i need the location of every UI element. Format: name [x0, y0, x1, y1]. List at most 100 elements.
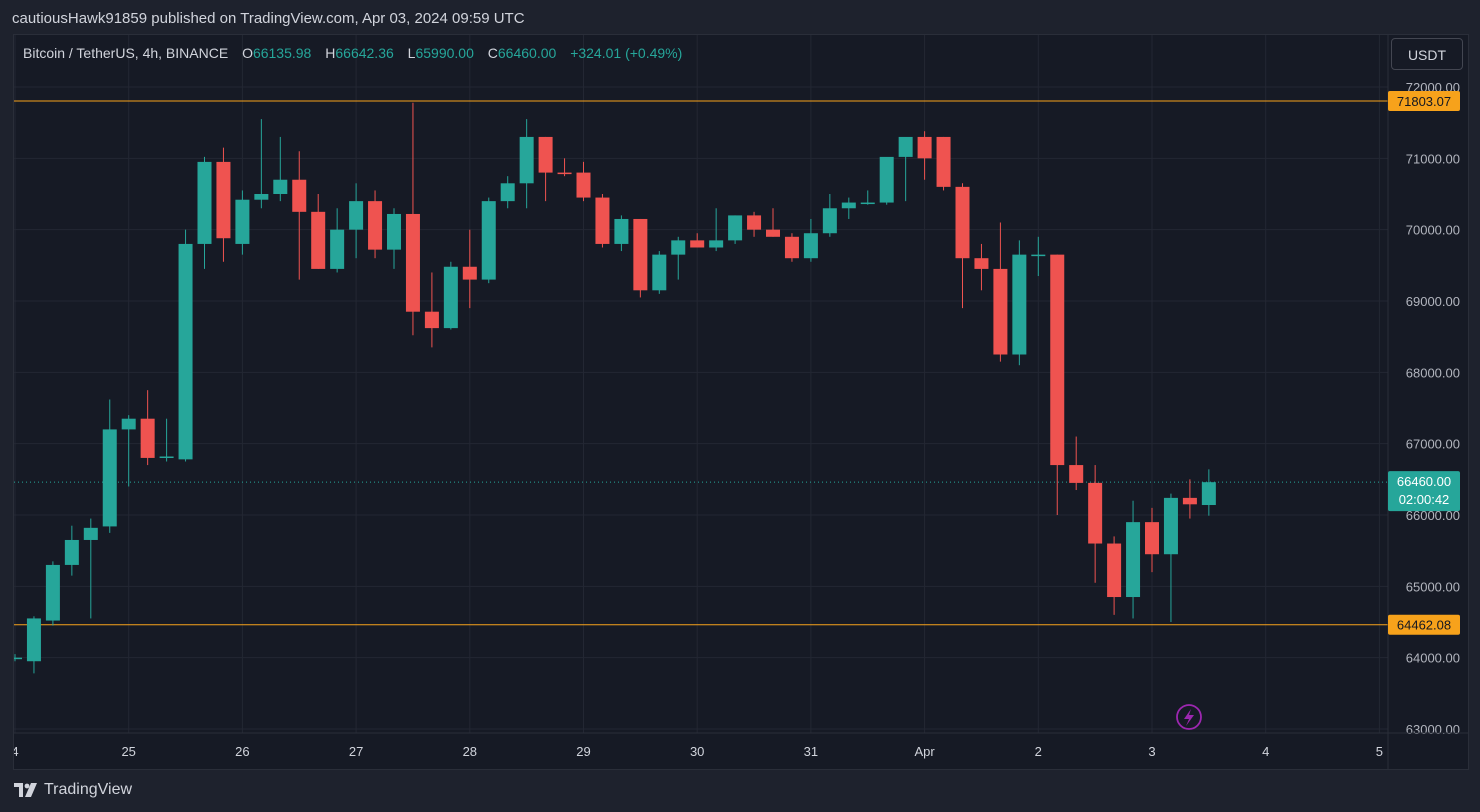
high-label: H: [325, 45, 336, 61]
candlestick-chart[interactable]: 63000.00 64000.00 65000.00 66000.00 67000.00…: [14, 35, 1468, 769]
candle[interactable]: [860, 190, 875, 205]
candle[interactable]: [1031, 236, 1046, 277]
candle[interactable]: [898, 136, 913, 202]
candle[interactable]: [292, 151, 307, 280]
candle[interactable]: [368, 190, 383, 259]
candle[interactable]: [576, 161, 591, 202]
candle[interactable]: [1126, 500, 1141, 619]
candle[interactable]: [955, 183, 970, 309]
candle-body: [1107, 543, 1122, 598]
candle[interactable]: [1107, 536, 1122, 615]
candle[interactable]: [387, 208, 401, 269]
candle[interactable]: [1069, 436, 1084, 491]
candle-body: [349, 201, 364, 230]
candle-body: [1163, 497, 1178, 555]
candle[interactable]: [500, 176, 515, 209]
candle-body: [1088, 482, 1103, 544]
candle[interactable]: [936, 136, 951, 191]
candle[interactable]: [462, 229, 477, 309]
symbol-name[interactable]: Bitcoin / TetherUS, 4h, BINANCE: [23, 45, 229, 61]
candle[interactable]: [538, 136, 553, 202]
chart-frame[interactable]: 63000.00 64000.00 65000.00 66000.00 67000.00…: [13, 34, 1469, 770]
candle-body: [121, 418, 136, 430]
candle[interactable]: [424, 272, 439, 348]
candle[interactable]: [1201, 469, 1216, 516]
candle[interactable]: [349, 183, 364, 259]
grid: [14, 35, 1388, 733]
candle[interactable]: [330, 208, 345, 273]
candle[interactable]: [690, 233, 705, 248]
x-tick-label: 3: [1148, 744, 1155, 759]
candle[interactable]: [102, 399, 117, 533]
candle-body: [481, 201, 496, 280]
candle[interactable]: [1050, 254, 1065, 515]
x-tick-label: 4: [1262, 744, 1269, 759]
candle[interactable]: [14, 654, 22, 662]
candle[interactable]: [917, 131, 932, 180]
candle[interactable]: [1145, 507, 1159, 573]
candle-body: [1145, 522, 1159, 555]
candle-body: [728, 215, 743, 241]
candle-body: [197, 161, 212, 244]
level-label-resistance: 71803.07: [1397, 94, 1451, 109]
y-tick-label: 69000.00: [1406, 294, 1460, 309]
low-value: 65990.00: [415, 45, 474, 61]
candle[interactable]: [841, 197, 856, 219]
candle[interactable]: [405, 102, 420, 336]
candle-body: [917, 136, 932, 159]
candle[interactable]: [83, 518, 98, 619]
candle[interactable]: [728, 215, 743, 244]
candle[interactable]: [254, 119, 269, 209]
candle[interactable]: [197, 156, 212, 269]
candle[interactable]: [993, 222, 1008, 362]
candle-body: [690, 240, 705, 248]
candle[interactable]: [1182, 479, 1197, 519]
candle[interactable]: [784, 233, 799, 262]
candle[interactable]: [822, 194, 837, 237]
candle[interactable]: [766, 208, 780, 237]
candle-body: [405, 213, 420, 312]
candle[interactable]: [595, 194, 610, 248]
candle[interactable]: [140, 390, 155, 466]
publish-header: cautiousHawk91859 published on TradingVi…: [12, 10, 525, 27]
candle[interactable]: [633, 218, 648, 298]
low-label: L: [407, 45, 416, 61]
candle-body: [1012, 254, 1027, 355]
candle[interactable]: [1088, 465, 1103, 583]
candle[interactable]: [879, 156, 894, 205]
candle[interactable]: [481, 197, 496, 284]
x-tick-label: 25: [121, 744, 135, 759]
candle[interactable]: [652, 251, 667, 294]
candle[interactable]: [803, 218, 818, 262]
x-tick-label: 2: [1035, 744, 1042, 759]
candle[interactable]: [747, 211, 762, 237]
lightning-icon[interactable]: [1176, 704, 1202, 730]
candle[interactable]: [121, 415, 136, 487]
candle[interactable]: [671, 236, 686, 280]
candle-body: [26, 618, 41, 662]
candle[interactable]: [178, 229, 193, 462]
tradingview-logo[interactable]: TradingView: [14, 781, 132, 799]
candle[interactable]: [159, 418, 174, 462]
candle[interactable]: [1012, 240, 1027, 366]
candle[interactable]: [311, 194, 326, 269]
candle[interactable]: [519, 119, 534, 209]
candle[interactable]: [216, 147, 231, 262]
high-value: 66642.36: [335, 45, 394, 61]
candle[interactable]: [974, 243, 989, 291]
candle[interactable]: [26, 616, 41, 674]
candle[interactable]: [235, 190, 250, 255]
candle-body: [254, 194, 269, 200]
candle[interactable]: [557, 158, 572, 177]
candle-body: [159, 456, 174, 459]
candle[interactable]: [45, 561, 60, 626]
candle[interactable]: [709, 208, 724, 252]
symbol-legend: Bitcoin / TetherUS, 4h, BINANCE O66135.9…: [23, 45, 682, 61]
candle[interactable]: [1163, 493, 1178, 622]
level-badge-support: [1388, 614, 1460, 635]
currency-button[interactable]: USDT: [1391, 38, 1463, 70]
candle[interactable]: [443, 261, 458, 330]
candle[interactable]: [614, 215, 629, 252]
candle[interactable]: [273, 136, 288, 202]
candle[interactable]: [64, 525, 79, 576]
